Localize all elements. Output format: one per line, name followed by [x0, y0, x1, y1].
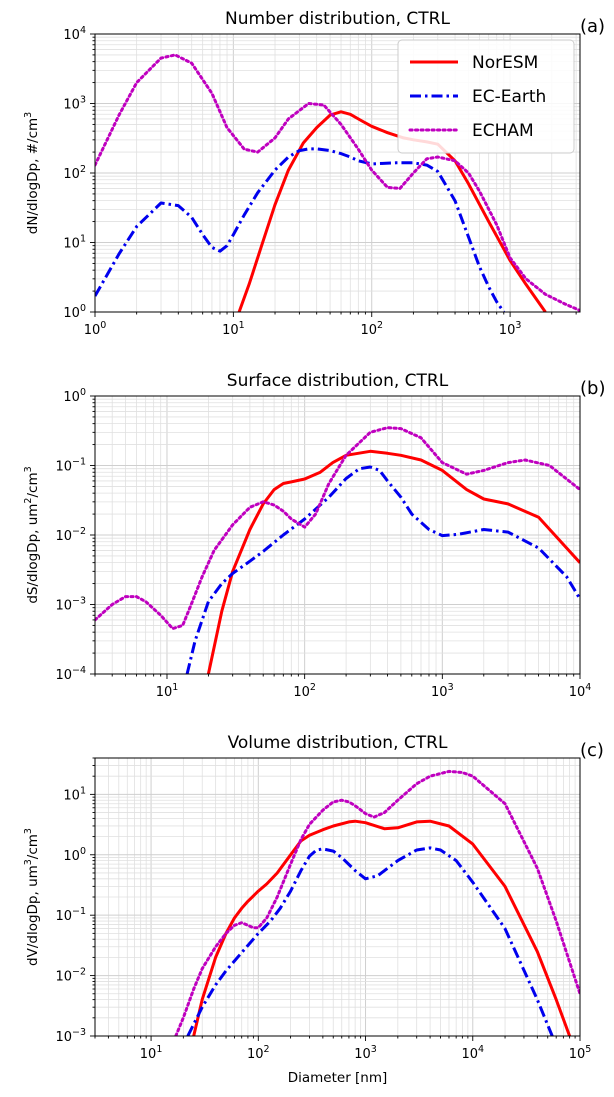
- legend-label-echam: ECHAM: [472, 121, 534, 141]
- x-tick-label: 101: [156, 682, 179, 700]
- series-group: [95, 426, 580, 674]
- chart-panel-1: 100 101 102 103 100 101 102 103 104 Number distri…: [23, 9, 605, 338]
- x-tick-label: 100: [84, 320, 107, 338]
- y-tick-label: 10−2: [55, 526, 86, 544]
- chart-title: Number distribution, CTRL: [225, 9, 450, 29]
- axis-ticks: [90, 395, 581, 679]
- y-tick-label: 103: [63, 95, 86, 113]
- chart-panel-3: 101 102 103 104 105 10−3 10−2 10−1 100 101 Volume …: [23, 733, 604, 1086]
- y-tick-label: 10−3: [55, 596, 86, 614]
- x-tick-label: 103: [431, 682, 454, 700]
- series-group: [174, 769, 580, 1036]
- y-tick-label: 104: [63, 25, 86, 43]
- grid: [94, 757, 581, 1037]
- y-axis-label: dV/dlogDp, um3/cm3: [23, 828, 41, 966]
- x-axis-label: Diameter [nm]: [288, 1070, 388, 1086]
- x-tick-label: 104: [461, 1044, 484, 1062]
- y-tick-label: 10−4: [55, 665, 86, 683]
- y-tick-label: 101: [63, 234, 86, 252]
- x-tick-label: 102: [360, 320, 383, 338]
- series-line-noresm: [192, 819, 572, 1036]
- x-tick-label: 101: [140, 1044, 163, 1062]
- x-tick-label: 102: [247, 1044, 270, 1062]
- legend-label-noresm: NorESM: [472, 53, 538, 73]
- series-line-echam: [95, 53, 580, 312]
- x-tick-label: 104: [569, 682, 592, 700]
- chart-title: Volume distribution, CTRL: [228, 733, 448, 753]
- chart-title: Surface distribution, CTRL: [227, 371, 449, 391]
- y-tick-label: 100: [63, 846, 86, 864]
- y-axis-label: dS/dlogDp, um2/cm3: [23, 466, 41, 603]
- plot-frame: [94, 33, 581, 313]
- series-line-noresm: [206, 449, 580, 674]
- y-tick-label: 100: [63, 303, 86, 321]
- panel-label: (a): [580, 16, 605, 37]
- series-line-echam: [174, 769, 580, 1036]
- plot-frame: [94, 395, 581, 675]
- panel-label: (b): [580, 378, 605, 399]
- y-axis-label: dN/dlogDp, #/cm3: [23, 112, 41, 234]
- legend: NorESM EC-Earth ECHAM: [397, 39, 575, 154]
- x-tick-label: 103: [354, 1044, 377, 1062]
- grid: [94, 395, 581, 675]
- y-tick-label: 10−1: [55, 457, 86, 475]
- y-tick-label: 10−1: [55, 906, 86, 924]
- legend-label-ec-earth: EC-Earth: [472, 87, 546, 107]
- legend-box: [397, 39, 575, 154]
- series-line-ec-earth: [186, 846, 554, 1036]
- y-tick-label: 10−2: [55, 967, 86, 985]
- series-group: [95, 53, 580, 312]
- plot-frame: [94, 757, 581, 1037]
- x-tick-label: 101: [222, 320, 245, 338]
- axis-ticks: [90, 33, 577, 317]
- series-line-ec-earth: [185, 465, 580, 674]
- x-tick-label: 102: [293, 682, 316, 700]
- y-tick-label: 102: [63, 164, 86, 182]
- x-tick-label: 103: [499, 320, 522, 338]
- y-tick-label: 100: [63, 387, 86, 405]
- y-tick-label: 101: [63, 785, 86, 803]
- series-line-ec-earth: [95, 147, 506, 312]
- panel-label: (c): [580, 740, 604, 761]
- chart-panel-2: 101 102 103 104 10−4 10−3 10−2 10−1 100 Surface d…: [23, 371, 605, 700]
- x-tick-label: 105: [569, 1044, 592, 1062]
- y-tick-label: 10−3: [55, 1027, 86, 1045]
- series-line-noresm: [237, 110, 547, 312]
- series-line-echam: [95, 426, 580, 631]
